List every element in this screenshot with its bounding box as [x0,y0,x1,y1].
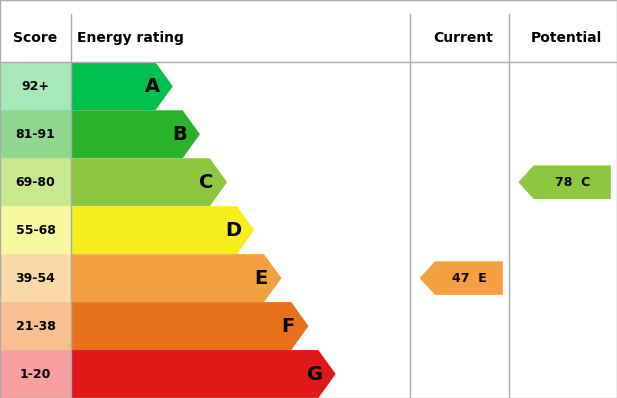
Text: 92+: 92+ [22,80,49,93]
Bar [0,302,71,350]
Text: G: G [307,365,323,384]
Text: 55-68: 55-68 [15,224,56,237]
Polygon shape [71,110,200,158]
Text: 21-38: 21-38 [15,320,56,333]
Polygon shape [71,62,173,110]
Polygon shape [71,158,227,206]
Bar [0,206,71,254]
Polygon shape [71,254,281,302]
Polygon shape [71,206,254,254]
Text: E: E [254,269,267,288]
Bar [0,14,617,62]
Text: A: A [144,77,160,96]
Text: D: D [225,220,241,240]
Text: Potential: Potential [531,31,602,45]
Text: B: B [172,125,186,144]
Text: F: F [281,316,294,336]
Text: 1-20: 1-20 [20,367,51,380]
Bar [0,254,71,302]
Text: Score: Score [14,31,57,45]
Text: 78  C: 78 C [555,176,590,189]
Text: 69-80: 69-80 [15,176,56,189]
Text: C: C [199,173,213,192]
Polygon shape [518,166,611,199]
Bar [0,158,71,206]
Text: Current: Current [433,31,493,45]
Bar [0,350,71,398]
Text: 47  E: 47 E [452,271,486,285]
Text: 81-91: 81-91 [15,128,56,141]
Polygon shape [71,302,308,350]
Polygon shape [71,350,336,398]
Bar [0,62,71,110]
Polygon shape [420,261,503,295]
Bar [0,110,71,158]
Text: Energy rating: Energy rating [77,31,184,45]
Text: 39-54: 39-54 [15,271,56,285]
